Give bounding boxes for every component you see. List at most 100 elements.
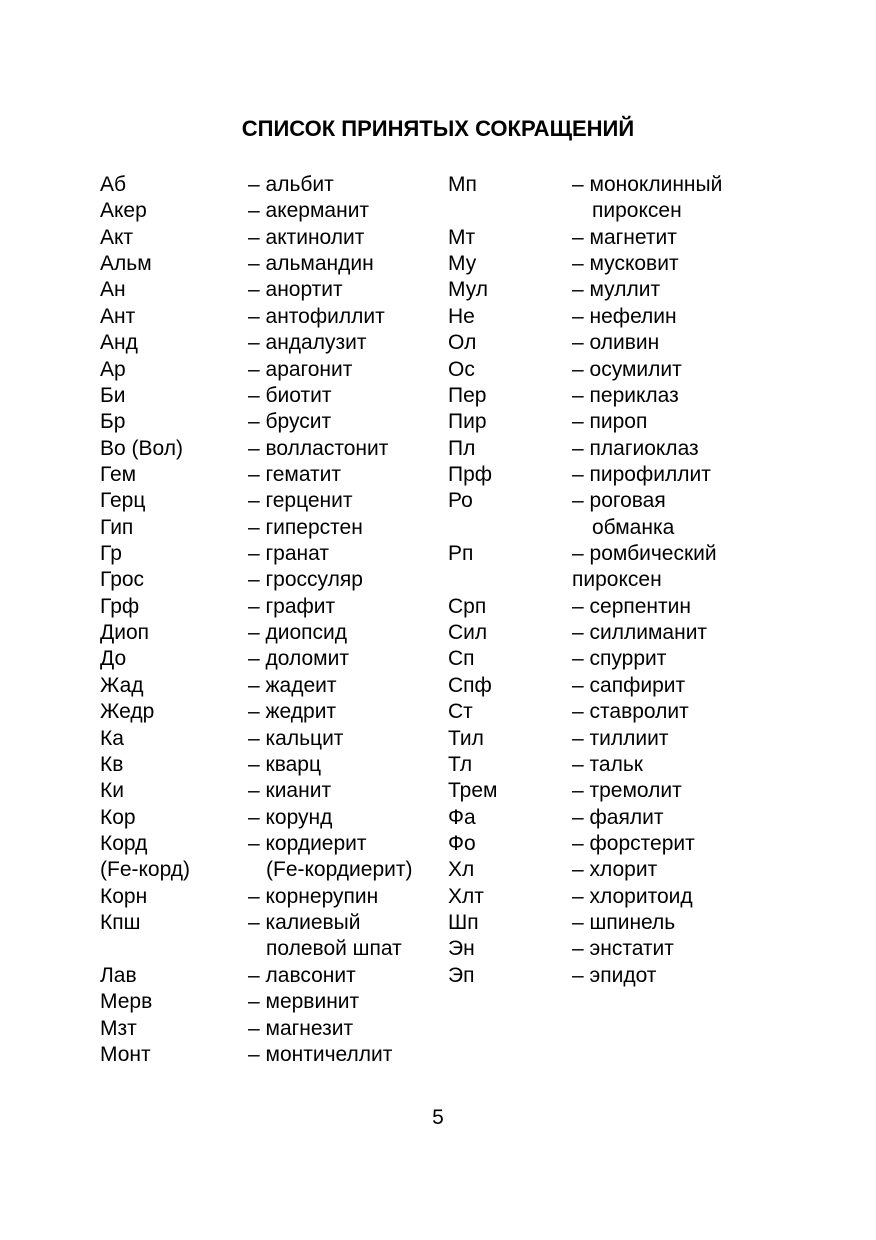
abbreviation-left: Мерв	[100, 990, 153, 1014]
abbreviation-right: Пер	[448, 383, 487, 407]
abbreviation-right: Шп	[448, 911, 479, 935]
abbreviation-right: Прф	[448, 462, 493, 486]
definition-right: – форстерит	[572, 832, 695, 855]
abbreviation-right: Мт	[448, 225, 476, 249]
definition-left: – кианит	[248, 779, 332, 803]
abbreviation-left: Альм	[100, 252, 152, 276]
definition-left: – герценит	[248, 489, 353, 513]
abbreviation-right: Му	[448, 252, 477, 276]
definition-left: – акерманит	[248, 199, 370, 223]
page-title: СПИСОК ПРИНЯТЫХ СОКРАЩЕНИЙ	[241, 116, 635, 141]
abbreviation-left: Грос	[100, 568, 145, 592]
definition-left: – гроссуляр	[248, 568, 363, 592]
definition-left: полевой шпат	[266, 937, 402, 961]
abbreviation-left: Мзт	[100, 1016, 137, 1040]
abbreviation-left: Акер	[100, 199, 147, 223]
definition-left: – жадеит	[248, 673, 337, 697]
definition-right: – роговая	[572, 489, 666, 513]
abbreviation-left: Герц	[100, 489, 146, 513]
definition-left: – графит	[248, 594, 336, 618]
abbreviation-left: Акт	[100, 225, 134, 249]
abbreviation-right: Эп	[448, 963, 475, 987]
abbreviation-left: Корд	[100, 832, 148, 855]
abbreviation-right: Мп	[448, 173, 477, 196]
definition-right: – ставролит	[572, 700, 689, 724]
definition-right: – силлиманит	[572, 621, 708, 645]
definition-left: – актинолит	[248, 225, 365, 249]
definition-left: – диопсид	[248, 621, 348, 645]
abbreviation-left: Ан	[100, 278, 126, 302]
abbreviation-right: Рп	[448, 542, 474, 566]
abbreviation-right: Трем	[448, 779, 498, 803]
abbreviation-left: Кпш	[100, 911, 141, 935]
abbreviation-left: Диоп	[100, 621, 150, 645]
abbreviation-right: Мул	[448, 278, 489, 302]
abbreviation-right: Не	[448, 304, 475, 328]
abbreviation-left: Аб	[100, 173, 127, 196]
abbreviation-right: Хл	[448, 858, 475, 882]
definition-right: – тремолит	[572, 779, 682, 803]
definition-left: – анортит	[248, 278, 343, 302]
abbreviation-left: Грф	[100, 594, 140, 618]
abbreviation-left: Во (Вол)	[100, 436, 183, 460]
abbreviation-left: Жад	[100, 673, 144, 697]
definition-left: – магнезит	[248, 1016, 354, 1040]
abbreviation-left: Жедр	[100, 700, 155, 724]
definition-left: – жедрит	[248, 700, 337, 724]
definition-left: – лавсонит	[248, 963, 356, 987]
definition-left: – волластонит	[248, 436, 389, 460]
definition-right: пироксен	[592, 199, 682, 223]
definition-right: пироксен	[572, 568, 662, 592]
abbreviation-left: Гр	[100, 542, 122, 566]
abbreviation-left: Гип	[100, 515, 134, 539]
definition-right: – пирофиллит	[572, 462, 711, 486]
abbreviation-left: Лав	[100, 963, 137, 987]
definition-left: – альмандин	[248, 252, 374, 276]
abbreviation-left: Ант	[100, 304, 136, 328]
abbreviation-left: Корн	[100, 884, 148, 908]
definition-right: – фаялит	[572, 805, 664, 829]
definition-right: – тиллиит	[572, 726, 669, 750]
abbreviation-right: Ро	[448, 489, 473, 513]
definition-left: – монтичеллит	[248, 1042, 393, 1066]
definition-right: – шпинель	[572, 911, 676, 935]
definition-right: – плагиоклаз	[572, 436, 699, 460]
abbreviation-left: (Fe-корд)	[100, 858, 191, 882]
definition-right: – энстатит	[572, 937, 674, 961]
abbreviation-right: Тл	[448, 752, 473, 776]
abbreviation-right: Ст	[448, 700, 473, 724]
definition-right: обманка	[592, 515, 675, 539]
abbreviation-right: Ол	[448, 331, 477, 355]
definition-left: (Fe-кордиерит)	[266, 858, 413, 882]
definition-right: – тальк	[572, 752, 643, 776]
definition-right: – ромбический	[572, 542, 717, 566]
definition-left: – корнерупин	[248, 884, 379, 908]
definition-right: – нефелин	[572, 304, 677, 328]
abbreviation-right: Пл	[448, 436, 476, 460]
abbreviation-right: Эн	[448, 937, 475, 961]
definition-right: – эпидот	[572, 963, 657, 987]
abbreviation-left: Кв	[100, 752, 124, 776]
definition-left: – андалузит	[248, 331, 367, 355]
definition-left: – гематит	[248, 462, 342, 486]
abbreviation-left: Ар	[100, 357, 126, 381]
definition-right: – муллит	[572, 278, 661, 302]
abbreviation-right: Фо	[448, 832, 476, 855]
abbreviation-left: Бр	[100, 410, 126, 434]
definition-right: – сапфирит	[572, 673, 686, 697]
abbreviation-right: Сил	[448, 621, 488, 645]
definition-left: – брусит	[248, 410, 332, 434]
page-number: 5	[432, 1106, 444, 1129]
definition-right: – оливин	[572, 331, 660, 355]
abbreviation-left: Анд	[100, 331, 138, 355]
abbreviation-right: Спф	[448, 673, 492, 697]
definition-left: – корунд	[248, 805, 333, 829]
abbreviation-left: Ки	[100, 779, 124, 803]
abbreviation-right: Фа	[448, 805, 476, 829]
definition-left: – гиперстен	[248, 515, 363, 539]
definition-right: – магнетит	[572, 225, 677, 249]
definition-left: – биотит	[248, 383, 332, 407]
definition-left: – альбит	[248, 173, 334, 196]
definition-right: – серпентин	[572, 594, 691, 618]
definition-left: – мервинит	[248, 990, 360, 1014]
